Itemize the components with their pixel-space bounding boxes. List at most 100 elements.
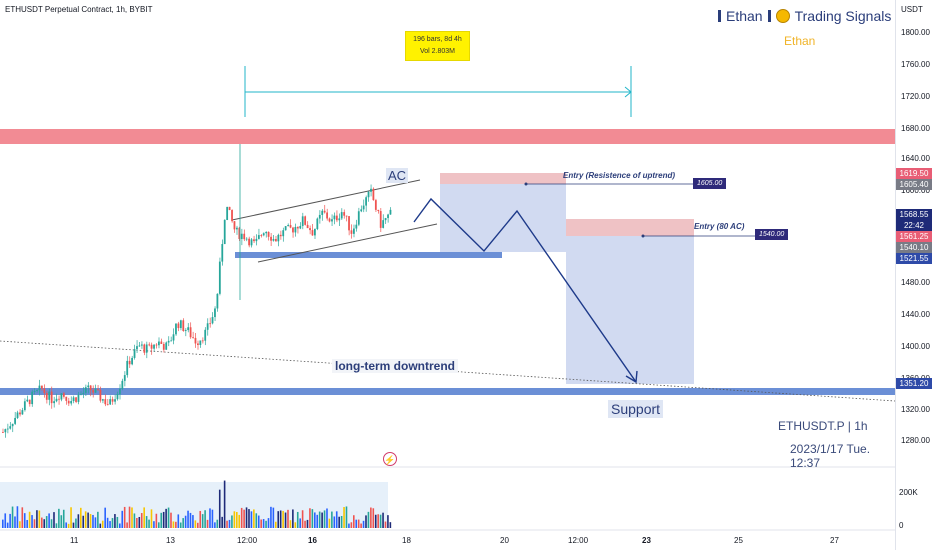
volume-bar bbox=[287, 509, 289, 528]
candle-body bbox=[16, 412, 19, 418]
volume-bar bbox=[316, 514, 319, 528]
volume-bar bbox=[245, 507, 248, 528]
volume-bar bbox=[265, 520, 267, 528]
volume-bar bbox=[309, 508, 311, 528]
volume-bar bbox=[123, 506, 126, 528]
brand-bar-icon bbox=[718, 10, 721, 22]
volume-bar bbox=[194, 520, 197, 528]
candle-body bbox=[228, 206, 231, 211]
volume-bar bbox=[72, 522, 75, 528]
candle-body bbox=[128, 360, 131, 365]
lightning-icon[interactable]: ⚡ bbox=[383, 452, 397, 466]
candle-body bbox=[370, 188, 372, 192]
candle-body bbox=[33, 391, 36, 392]
volume-bar bbox=[389, 522, 392, 528]
channel-upper bbox=[231, 179, 421, 221]
volume-bar bbox=[138, 516, 141, 528]
candle-body bbox=[116, 394, 119, 400]
candle-body bbox=[155, 344, 158, 346]
price-tag: 1619.50 bbox=[896, 168, 932, 179]
candle-body bbox=[218, 261, 221, 294]
candle-body bbox=[360, 209, 363, 212]
candle-body bbox=[379, 211, 382, 228]
volume-bar bbox=[374, 514, 377, 528]
candle-body bbox=[338, 218, 341, 221]
trade-box-1-profit bbox=[440, 184, 566, 252]
volume-bar bbox=[197, 522, 199, 528]
candle-body bbox=[80, 393, 82, 395]
volume-bar bbox=[335, 511, 338, 528]
price-tick: 1800.00 bbox=[901, 28, 930, 37]
brand-subtitle: Ethan bbox=[784, 34, 816, 48]
volume-bar bbox=[50, 519, 53, 528]
candle-body bbox=[21, 410, 24, 415]
volume-ma-band bbox=[0, 482, 388, 528]
price-tick: 1480.00 bbox=[901, 278, 930, 287]
volume-bar bbox=[155, 513, 158, 528]
volume-bar bbox=[255, 513, 258, 528]
volume-bar bbox=[145, 516, 148, 528]
volume-bar bbox=[355, 519, 358, 528]
candle-body bbox=[238, 227, 241, 239]
candle-body bbox=[306, 224, 309, 229]
time-tick: 12:00 bbox=[568, 536, 589, 545]
volume-bar bbox=[362, 520, 365, 528]
volume-bar bbox=[14, 516, 16, 528]
volume-bar bbox=[150, 509, 153, 528]
candle-body bbox=[50, 391, 53, 404]
time-tick: 18 bbox=[402, 536, 411, 545]
time-tick: 20 bbox=[500, 536, 509, 545]
candle-body bbox=[189, 327, 192, 338]
volume-bar bbox=[21, 507, 24, 528]
volume-bar bbox=[75, 518, 77, 528]
price-axis[interactable]: USDT 1800.00 1760.00 1720.00 1680.00 1640.00 1… bbox=[895, 0, 932, 550]
time-tick: 11 bbox=[70, 536, 79, 545]
price-tick: 1640.00 bbox=[901, 154, 930, 163]
volume-bar bbox=[231, 515, 233, 528]
candle-body bbox=[48, 391, 51, 400]
volume-bar bbox=[218, 489, 221, 528]
candle-body bbox=[321, 210, 324, 215]
price-tag: 1568.55 bbox=[896, 209, 932, 220]
volume-bar bbox=[65, 522, 67, 528]
price-tick: 1760.00 bbox=[901, 60, 930, 69]
time-tick: 13 bbox=[166, 536, 175, 545]
volume-bar bbox=[153, 521, 155, 528]
volume-bar bbox=[206, 519, 209, 528]
volume-bar bbox=[350, 522, 353, 528]
price-chart[interactable] bbox=[0, 0, 896, 550]
volume-bar bbox=[275, 521, 277, 528]
price-tag: 1351.20 bbox=[896, 378, 932, 389]
candle-body bbox=[316, 218, 319, 230]
candle-body bbox=[272, 239, 275, 241]
volume-bar bbox=[301, 510, 304, 528]
candle-body bbox=[70, 401, 73, 404]
volume-bar bbox=[55, 523, 58, 528]
volume-bar bbox=[16, 506, 19, 528]
candle-body bbox=[77, 394, 80, 402]
candle-body bbox=[304, 216, 307, 225]
brand-name: Ethan bbox=[726, 8, 763, 24]
candle-body bbox=[292, 227, 294, 233]
candle-body bbox=[333, 215, 336, 220]
volume-bar bbox=[209, 508, 211, 528]
volume-bar bbox=[257, 515, 260, 528]
chart-area[interactable]: ETHUSDT Perpetual Contract, 1h, BYBIT Et… bbox=[0, 0, 896, 550]
volume-bar bbox=[82, 515, 85, 528]
chart-title: ETHUSDT Perpetual Contract, 1h, BYBIT bbox=[5, 5, 153, 14]
volume-bar bbox=[67, 523, 70, 528]
candle-body bbox=[55, 398, 58, 402]
volume-bar bbox=[199, 510, 202, 528]
measure-tooltip: 196 bars, 8d 4h Vol 2.803M bbox=[405, 31, 470, 61]
volume-bar bbox=[140, 513, 143, 528]
candle-body bbox=[250, 239, 253, 246]
candle-body bbox=[236, 227, 238, 230]
candle-body bbox=[265, 231, 268, 234]
volume-bar bbox=[189, 512, 192, 528]
candle-body bbox=[323, 210, 326, 213]
candle-body bbox=[255, 238, 258, 242]
candle-body bbox=[197, 343, 199, 345]
candle-body bbox=[11, 423, 14, 427]
candle-body bbox=[143, 344, 146, 353]
candle-body bbox=[114, 399, 116, 402]
